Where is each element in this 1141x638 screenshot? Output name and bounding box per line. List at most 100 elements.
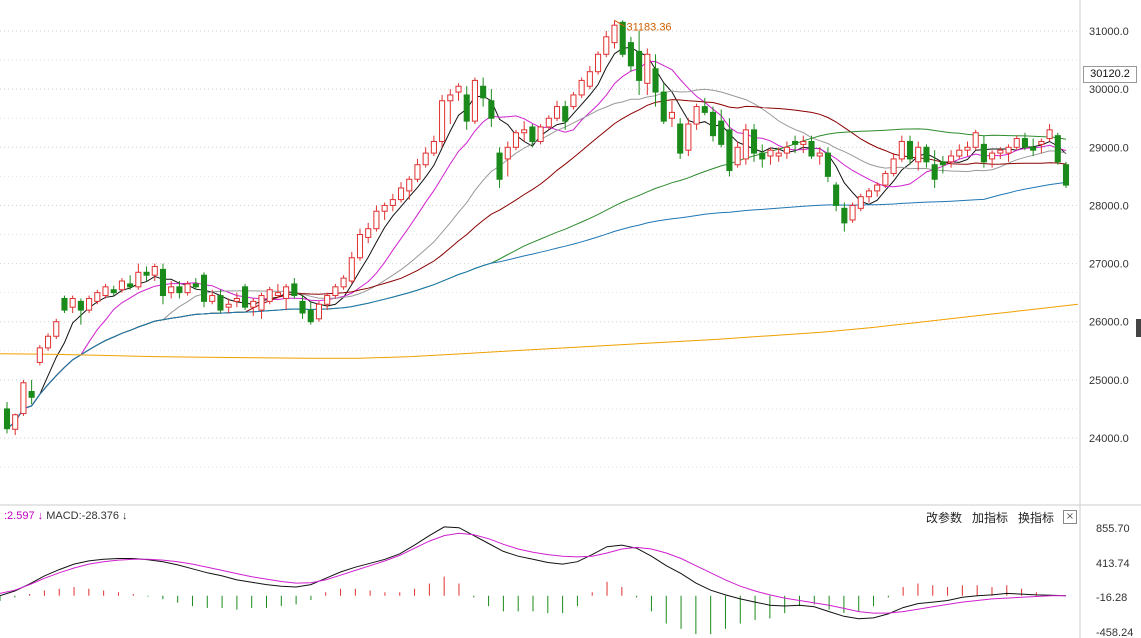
candle-body [1021, 138, 1028, 148]
candle-body [200, 274, 208, 302]
candle-body [356, 234, 364, 259]
arrow-down-icon: ↓ [122, 510, 128, 522]
candle-body [874, 184, 881, 192]
close-icon[interactable]: × [1063, 510, 1077, 524]
candle-body [471, 79, 478, 122]
macd-value: MACD:-28.376 [46, 510, 119, 522]
candle-body [857, 196, 864, 209]
switch-indicator-button[interactable]: 换指标 [1018, 511, 1055, 525]
candle-body [217, 295, 224, 311]
candle-body [430, 140, 437, 154]
candle-body [1062, 164, 1070, 186]
dif-line [0, 526, 1067, 620]
candle-body [69, 297, 76, 308]
candle-body [595, 53, 602, 73]
candle-body [365, 228, 372, 238]
candle-body [578, 79, 585, 96]
candle-body [718, 120, 725, 145]
candle-body [775, 152, 782, 157]
candle-body [373, 210, 380, 230]
candle-body [266, 289, 273, 302]
candle-body [709, 111, 717, 137]
candle-body [677, 123, 684, 154]
current-price-label: 30120.2 [1083, 66, 1137, 83]
candle-body [242, 286, 249, 308]
candle-body [61, 297, 68, 311]
candle-body [135, 271, 142, 288]
candle-body [151, 265, 158, 276]
candle-body [496, 152, 503, 180]
candle-body [348, 257, 355, 282]
candle-body [898, 140, 905, 160]
candle-body [553, 106, 561, 119]
candle-body [742, 129, 749, 160]
candle-body [86, 297, 93, 311]
candle-body [414, 164, 421, 180]
candle-body [808, 140, 815, 157]
candle-body [997, 149, 1004, 154]
macd-y-tick-label: -16.28 [1096, 592, 1127, 604]
macd-legend: :2.597 ↓ MACD:-28.376 ↓ [4, 510, 128, 522]
candle-body [931, 164, 938, 180]
macd-y-tick-label: 413.74 [1096, 558, 1130, 570]
y-tick-label: 24000.0 [1089, 433, 1129, 445]
candle-body [849, 204, 856, 221]
add-indicator-button[interactable]: 加指标 [972, 511, 1009, 525]
candle-body [20, 382, 27, 415]
candle-body [586, 71, 593, 87]
candle-body [767, 149, 774, 157]
candle-body [792, 140, 799, 145]
candle-body [1013, 138, 1020, 148]
candle-body [668, 111, 675, 119]
candle-body [389, 199, 396, 206]
candle-body [422, 152, 429, 166]
candle-body [660, 91, 667, 122]
candle-body [36, 347, 43, 363]
candle-body [102, 286, 109, 297]
candle-body [512, 132, 520, 148]
candle-body [833, 184, 840, 206]
candle-body [701, 106, 708, 113]
candle-body [53, 321, 60, 337]
y-tick-label: 29000.0 [1089, 142, 1129, 154]
candle-body [283, 286, 290, 299]
candle-body [521, 129, 528, 134]
y-tick-label: 28000.0 [1089, 200, 1129, 212]
candle-body [118, 280, 125, 291]
candle-body [816, 152, 823, 157]
candle-body [250, 300, 257, 308]
candle-body [923, 146, 930, 163]
edit-params-button[interactable]: 改参数 [926, 511, 963, 525]
y-tick-label: 27000.0 [1089, 259, 1129, 271]
candle-body [406, 178, 413, 192]
candle-body [1054, 135, 1061, 163]
candle-body [693, 106, 700, 125]
candle-body [948, 155, 955, 163]
candle-body [159, 268, 167, 297]
candle-body [488, 100, 495, 119]
candle-body [734, 146, 741, 166]
candle-body [184, 283, 191, 294]
candle-body [12, 414, 19, 430]
candle-body [915, 146, 922, 163]
candle-body [299, 300, 306, 314]
candle-body [439, 100, 446, 142]
resize-handle[interactable] [1136, 319, 1141, 337]
candle-body [545, 117, 552, 128]
candle-body [209, 295, 216, 302]
candle-body [800, 140, 807, 145]
candle-body [94, 292, 101, 302]
candle-body [783, 146, 790, 154]
max-price-label: 31183.36 [626, 21, 671, 33]
candle-body [841, 207, 848, 224]
candle-body [1046, 129, 1053, 140]
candle-body [906, 140, 914, 160]
candle-body [562, 106, 569, 122]
candle-body [537, 126, 544, 142]
candle-body [45, 335, 52, 349]
candle-body [956, 149, 963, 157]
candle-body [324, 295, 331, 305]
candle-body [570, 94, 577, 108]
candle-body [726, 129, 733, 172]
